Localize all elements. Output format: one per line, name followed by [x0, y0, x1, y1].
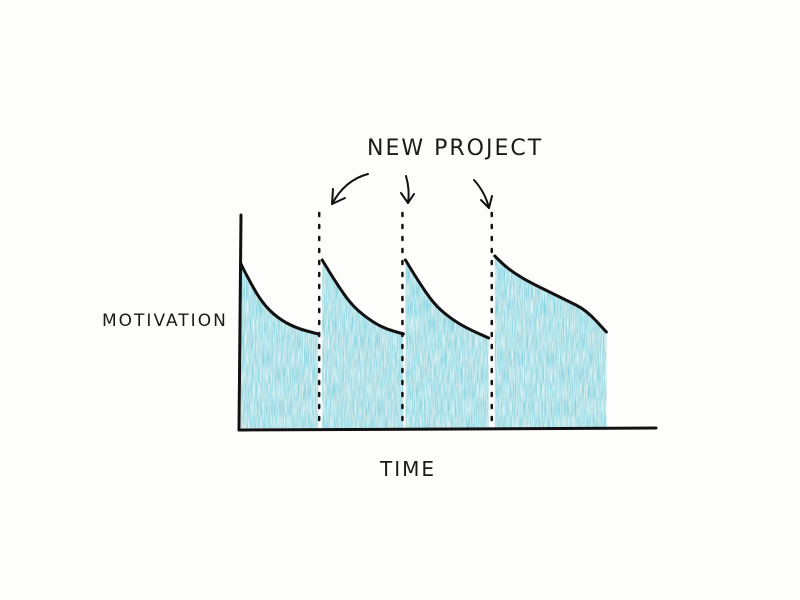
area-segment-2	[322, 260, 404, 428]
x-axis-label: TIME	[379, 457, 436, 481]
curve-segment-1	[239, 262, 320, 336]
project-arrows	[331, 173, 493, 209]
annotation-arrow-1	[331, 173, 369, 205]
curve-segment-3	[403, 258, 491, 340]
annotation-arrow-2	[400, 175, 415, 204]
area-fill	[241, 256, 607, 428]
annotation-arrow-3	[473, 179, 493, 209]
curve-segment-4	[493, 254, 608, 334]
x-axis	[237, 426, 658, 432]
annotation-label: NEW PROJECT	[367, 136, 543, 161]
motivation-line	[239, 254, 608, 340]
curve-segment-2	[320, 258, 405, 336]
area-segment-1	[241, 264, 319, 428]
project-start-markers	[317, 211, 493, 430]
area-segment-3	[405, 260, 489, 428]
y-axis-label: MOTIVATION	[102, 311, 228, 331]
area-segment-4	[494, 256, 607, 428]
y-axis	[237, 213, 243, 432]
